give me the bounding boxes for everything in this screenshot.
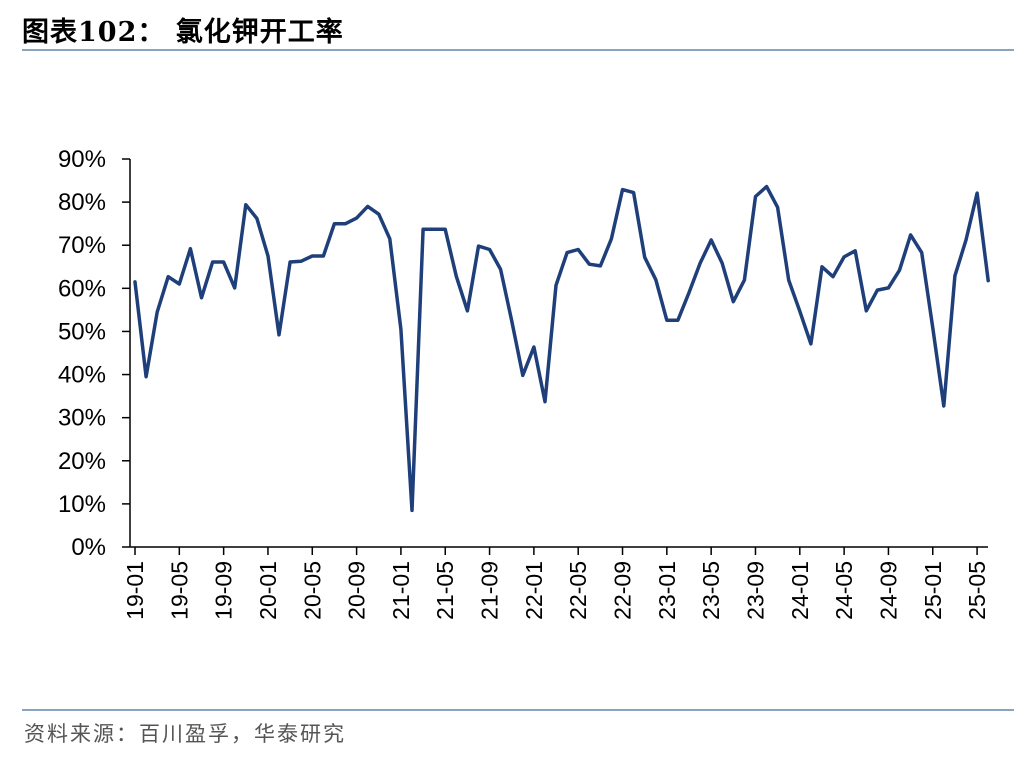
series-layer (133, 184, 990, 513)
source-note: 资料来源：百川盈孚，华泰研究 (24, 722, 346, 746)
y-tick-label: 90% (58, 146, 106, 173)
x-tick-label: 20-09 (344, 561, 370, 620)
x-tick-label: 24-09 (875, 561, 901, 620)
x-tick-label: 25-01 (920, 561, 946, 620)
x-axis: 19-01 19-05 19-09 20-01 20-05 20-09 21-01 21-05… (122, 546, 990, 620)
x-tick-label: 23-09 (742, 561, 768, 620)
y-tick-label: 30% (58, 405, 106, 432)
x-tick-label: 22-05 (565, 561, 591, 620)
y-tick-label: 60% (58, 275, 106, 302)
chart-title: 图表102： 氯化钾开工率 (22, 17, 344, 48)
x-tick-label: 21-01 (388, 561, 414, 620)
source-divider (22, 709, 1014, 711)
x-tick-label: 25-05 (964, 561, 990, 620)
x-tick-label: 19-05 (166, 561, 192, 620)
x-tick-label: 21-09 (477, 561, 503, 620)
x-tick-label: 22-01 (521, 561, 547, 620)
x-tick-label: 19-09 (211, 561, 237, 620)
x-tick-label: 20-05 (299, 561, 325, 620)
x-tick-label: 24-01 (787, 561, 813, 620)
y-tick-label: 0% (71, 534, 106, 561)
x-tick-label: 19-01 (122, 561, 148, 620)
x-tick-label: 23-01 (654, 561, 680, 620)
x-tick-label: 22-09 (610, 561, 636, 620)
y-tick-label: 20% (58, 448, 106, 475)
x-tick-label: 23-05 (698, 561, 724, 620)
y-axis: 0% 10% 20% 30% 40% 50% 60% 70% 80% 90% (58, 146, 131, 561)
x-tick-label: 21-05 (432, 561, 458, 620)
x-tick-label: 20-01 (255, 561, 281, 620)
y-tick-label: 10% (58, 491, 106, 518)
x-tick-label: 24-05 (831, 561, 857, 620)
title-divider (22, 49, 1014, 51)
y-tick-label: 50% (58, 318, 106, 345)
y-tick-label: 80% (58, 189, 106, 216)
y-tick-label: 70% (58, 232, 106, 259)
series-line (133, 184, 990, 513)
y-tick-label: 40% (58, 362, 106, 389)
